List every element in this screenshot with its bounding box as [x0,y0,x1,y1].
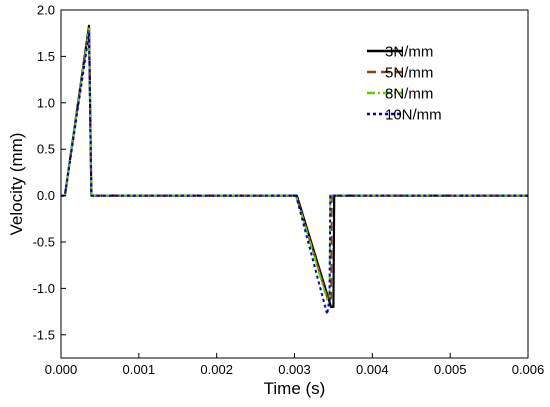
y-tick-label: 1.0 [37,95,55,110]
series-line-10n-mm [61,32,528,316]
legend-label: 5N/mm [385,65,433,82]
x-tick-label: 0.006 [512,362,545,377]
y-tick-label: 2.0 [37,3,55,18]
x-tick-label: 0.001 [123,362,156,377]
y-tick-label: 0.5 [37,142,55,157]
x-tick-label: 0.000 [45,362,78,377]
y-tick-label: 0.0 [37,188,55,203]
series-line-5n-mm [61,27,528,304]
x-axis-ticks: 0.000 0.001 0.002 0.003 0.004 0.005 0.006 [45,353,545,377]
legend-label: 10N/mm [385,107,442,124]
x-tick-label: 0.003 [278,362,311,377]
y-tick-label: 1.5 [37,49,55,64]
x-axis-title: Time (s) [264,379,326,398]
series-line-3n-mm [61,24,528,309]
plot-marks [61,24,528,316]
y-axis-title: Velocity (mm) [7,133,26,236]
y-tick-label: -1.0 [33,281,55,296]
x-tick-label: 0.004 [356,362,389,377]
y-tick-label: -1.5 [33,327,55,342]
legend: 3N/mm 5N/mm 8N/mm 10N/mm [367,44,442,124]
y-axis-ticks: 2.0 1.5 1.0 0.5 0.0 -0.5 -1.0 -1.5 [33,3,66,342]
y-tick-label: -0.5 [33,235,55,250]
series-line-8n-mm [61,27,528,301]
x-tick-label: 0.002 [200,362,233,377]
x-tick-label: 0.005 [434,362,467,377]
legend-label: 8N/mm [385,86,433,103]
legend-label: 3N/mm [385,44,433,61]
plot-frame [60,9,529,359]
